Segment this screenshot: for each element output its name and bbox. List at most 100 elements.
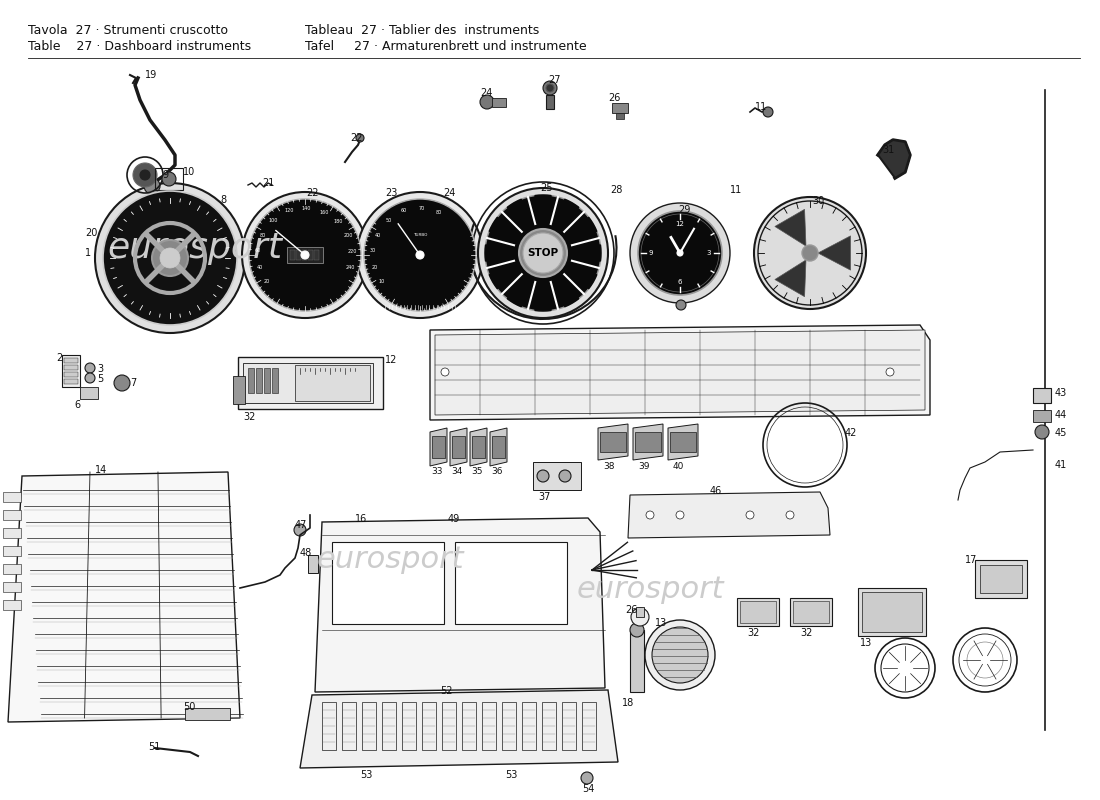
Text: 50: 50 [183, 702, 196, 712]
Polygon shape [668, 424, 698, 460]
Circle shape [786, 511, 794, 519]
Text: 40: 40 [256, 265, 263, 270]
Text: 220: 220 [348, 250, 356, 254]
Circle shape [676, 300, 686, 310]
Polygon shape [507, 277, 531, 306]
Bar [185, 708, 230, 720]
Bar [62, 355, 80, 387]
Circle shape [641, 214, 719, 292]
Polygon shape [507, 199, 531, 230]
Text: 180: 180 [333, 219, 343, 224]
Text: 6: 6 [74, 400, 80, 410]
Ellipse shape [469, 361, 483, 383]
Text: 70: 70 [418, 206, 425, 210]
Ellipse shape [499, 361, 513, 383]
Bar [302, 250, 307, 260]
Polygon shape [470, 428, 487, 466]
Text: 9: 9 [649, 250, 653, 256]
Text: 120: 120 [284, 208, 294, 214]
Text: 31: 31 [882, 145, 894, 155]
Polygon shape [554, 277, 579, 306]
Circle shape [537, 470, 549, 482]
Text: 18: 18 [621, 698, 635, 708]
Bar [858, 588, 926, 636]
Text: 35: 35 [471, 467, 483, 476]
Polygon shape [878, 140, 910, 178]
Text: 54: 54 [582, 784, 594, 794]
Text: 20: 20 [85, 228, 98, 238]
Bar [616, 113, 624, 119]
Bar [342, 702, 356, 750]
Text: 28: 28 [610, 185, 623, 195]
Text: 20: 20 [263, 279, 270, 285]
Text: 25: 25 [540, 183, 552, 193]
Bar [980, 565, 1022, 593]
Bar [3, 546, 21, 556]
Text: 40: 40 [374, 233, 381, 238]
Bar [308, 250, 314, 260]
Polygon shape [8, 472, 240, 722]
Bar [3, 582, 21, 592]
Text: 14: 14 [95, 465, 108, 475]
Bar [233, 376, 245, 404]
Text: 23: 23 [385, 188, 397, 198]
Circle shape [763, 107, 773, 117]
Polygon shape [774, 210, 806, 246]
Text: eurosport: eurosport [576, 575, 724, 605]
Circle shape [95, 183, 245, 333]
Text: 45: 45 [1055, 428, 1067, 438]
Text: 53: 53 [360, 770, 373, 780]
Ellipse shape [529, 361, 543, 383]
Text: 5: 5 [97, 374, 103, 384]
Circle shape [133, 163, 157, 187]
Circle shape [85, 373, 95, 383]
Text: STOP: STOP [527, 248, 559, 258]
Bar [502, 702, 516, 750]
Text: 60: 60 [255, 249, 262, 254]
Text: 37: 37 [538, 492, 550, 502]
Bar [862, 592, 922, 632]
Bar [432, 436, 446, 458]
Circle shape [480, 95, 494, 109]
Bar [248, 368, 254, 393]
Text: 27: 27 [548, 75, 561, 85]
Polygon shape [535, 195, 551, 223]
Bar [600, 432, 626, 452]
Circle shape [631, 608, 649, 626]
Polygon shape [573, 245, 601, 261]
Text: 41: 41 [1055, 460, 1067, 470]
Circle shape [638, 211, 722, 295]
Text: 10: 10 [378, 279, 385, 285]
Text: 49: 49 [448, 514, 460, 524]
Text: 53: 53 [505, 770, 517, 780]
Circle shape [364, 199, 476, 311]
Text: 12: 12 [675, 221, 684, 227]
Circle shape [356, 134, 364, 142]
Bar [975, 560, 1027, 598]
Bar [287, 247, 323, 263]
Text: 30: 30 [370, 249, 376, 254]
Text: 160: 160 [319, 210, 329, 214]
Text: 21: 21 [262, 178, 274, 188]
Bar [636, 607, 644, 617]
Circle shape [676, 250, 683, 256]
Text: 100: 100 [268, 218, 278, 222]
Text: 200: 200 [343, 234, 353, 238]
Bar [64, 358, 78, 363]
Polygon shape [490, 428, 507, 466]
Text: 47: 47 [295, 520, 307, 530]
Text: 43: 43 [1055, 388, 1067, 398]
Bar [492, 436, 505, 458]
Polygon shape [632, 424, 663, 460]
Bar [542, 702, 556, 750]
Circle shape [103, 191, 236, 325]
Circle shape [646, 511, 654, 519]
Polygon shape [774, 260, 806, 297]
Text: 13: 13 [654, 618, 668, 628]
Bar [3, 528, 21, 538]
Text: 13: 13 [860, 638, 872, 648]
Text: 36: 36 [491, 467, 503, 476]
Bar [670, 432, 696, 452]
Text: 20: 20 [372, 265, 377, 270]
Text: eurosport: eurosport [316, 546, 464, 574]
